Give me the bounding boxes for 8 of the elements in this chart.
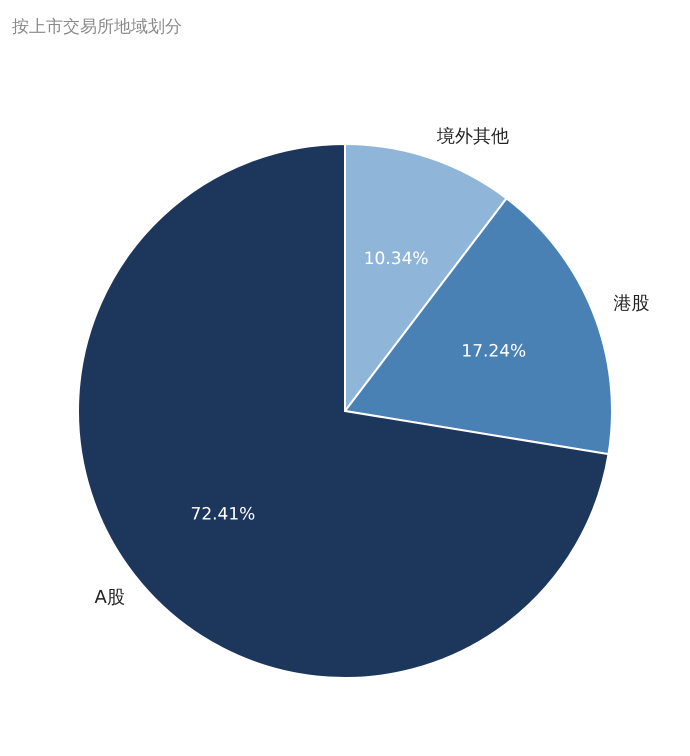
slice-label: 境外其他 <box>436 126 510 148</box>
data-label: 17.24% <box>461 341 526 362</box>
slice-label: 港股 <box>613 292 650 314</box>
pie-slice <box>77 143 610 679</box>
chart-title: 按上市交易所地域划分 <box>12 17 182 37</box>
data-label: 10.34% <box>364 248 429 269</box>
data-label: 72.41% <box>190 504 256 524</box>
slice-label: A股 <box>94 587 125 608</box>
